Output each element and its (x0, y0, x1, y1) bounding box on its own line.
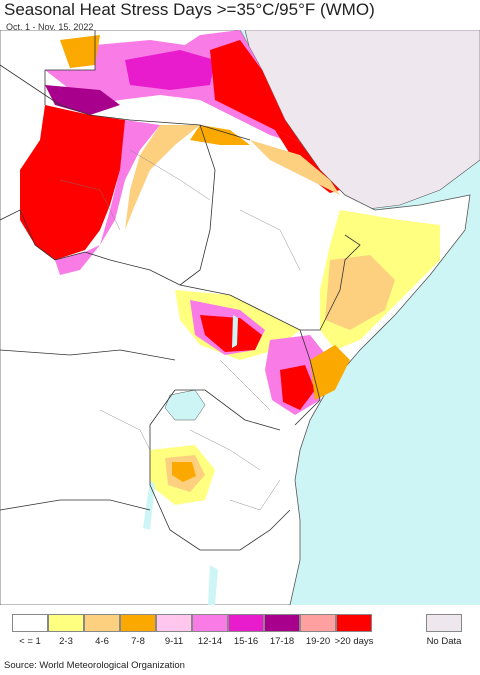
zone-7-8-coast (310, 345, 350, 400)
zone-15-16-north (125, 50, 215, 90)
legend-label: 7-8 (131, 636, 145, 647)
legend-label: >20 days (334, 636, 374, 647)
lake-turkana (232, 315, 238, 348)
map-title: Seasonal Heat Stress Days >=35°C/95°F (W… (4, 0, 375, 19)
lake-malawi (208, 565, 218, 605)
date-range: Oct. 1 - Nov. 15, 2022 (6, 22, 94, 32)
zone-4-6-eritrea (250, 140, 340, 195)
legend-swatch (12, 614, 48, 632)
legend-label: < = 1 (19, 636, 41, 647)
legend-label: 17-18 (269, 636, 295, 647)
legend-swatch-nodata (426, 614, 462, 632)
heat-stress-map (0, 30, 480, 605)
zone-12-14-sw (55, 245, 100, 275)
zone-12-14-west (100, 120, 160, 245)
legend: < = 1 2-3 4-6 7-8 9-11 12-14 15-16 17-18 19-20 >2… (12, 614, 472, 654)
legend-swatch (192, 614, 228, 632)
zone-red-se-kenya (280, 365, 315, 410)
zone-red-turkana (200, 315, 262, 352)
legend-label: 2-3 (59, 636, 73, 647)
country-borders (0, 30, 361, 551)
legend-label: 19-20 (305, 636, 331, 647)
zone-17-18-north (45, 85, 120, 115)
legend-swatch (48, 614, 84, 632)
lake-tanganyika (143, 480, 155, 530)
legend-swatch (336, 614, 372, 632)
legend-swatch (156, 614, 192, 632)
zone-4-6-west (125, 125, 200, 230)
legend-label-nodata: No Data (426, 636, 462, 647)
legend-label: 4-6 (95, 636, 109, 647)
legend-label: 15-16 (233, 636, 259, 647)
legend-swatch (300, 614, 336, 632)
legend-swatch (84, 614, 120, 632)
zone-7-8-north (60, 35, 100, 68)
zone-7-8-tanzania (172, 462, 196, 482)
legend-label: 9-11 (164, 636, 184, 647)
zone-red-northeast (210, 40, 300, 142)
legend-label: 12-14 (197, 636, 223, 647)
source-note: Source: World Meteorological Organizatio… (4, 660, 185, 671)
admin-boundaries (59, 149, 301, 511)
legend-swatch (120, 614, 156, 632)
zone-red-west (20, 105, 130, 260)
legend-swatch (228, 614, 264, 632)
legend-swatch (264, 614, 300, 632)
